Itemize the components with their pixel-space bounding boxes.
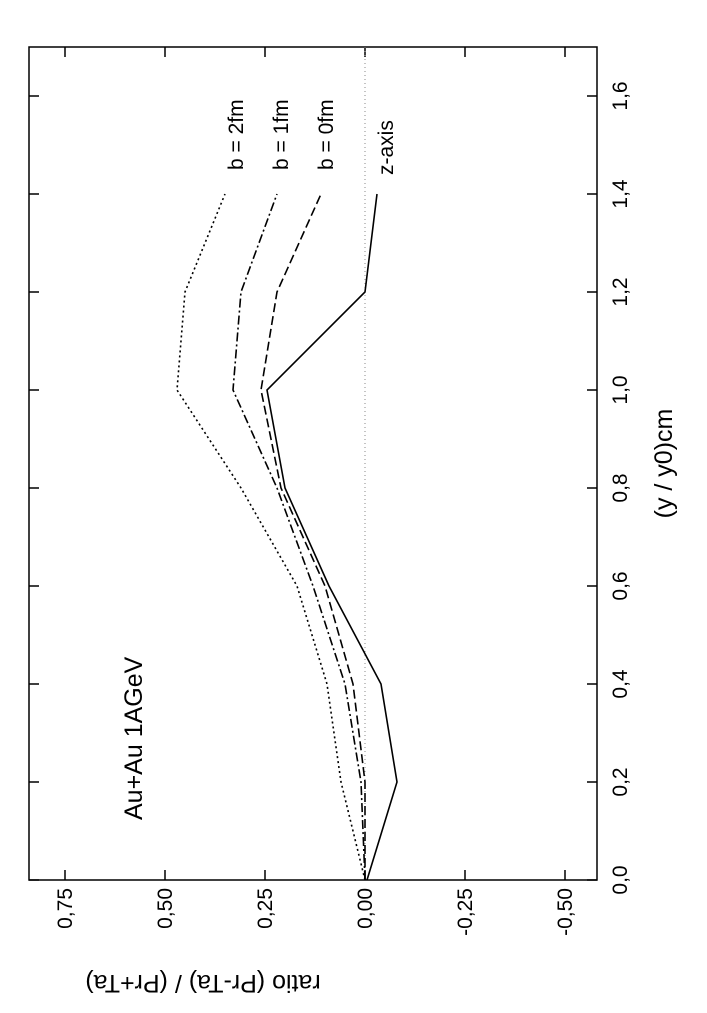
x-tick-label: 0,0 bbox=[609, 865, 632, 894]
y-tick-label: -0,50 bbox=[554, 888, 577, 936]
x-tick-label: 0,6 bbox=[609, 571, 632, 600]
series-label: b = 2fm bbox=[225, 99, 248, 170]
series-line bbox=[260, 193, 366, 880]
series-label: b = 0fm bbox=[315, 99, 338, 170]
x-tick-label: 0,4 bbox=[609, 669, 632, 699]
y-tick-label: 0,25 bbox=[254, 888, 277, 929]
x-tick-label: 1,6 bbox=[609, 81, 632, 110]
rotated-plot: 0,0 0,2 0,4 0,6 0,8 1,0 1,2 1,4 1,6 -0,50 -0,25 0,0… bbox=[28, 46, 678, 997]
x-axis-title: (y / y0)cm bbox=[650, 409, 678, 519]
x-tick-label: 1,4 bbox=[609, 179, 632, 209]
series-line bbox=[232, 193, 366, 881]
series-label: b = 1fm bbox=[270, 99, 293, 170]
series-label: z-axis bbox=[375, 120, 398, 175]
plot-frame bbox=[28, 46, 598, 881]
x-tick-label: 0,2 bbox=[609, 767, 632, 796]
y-tick-label: -0,25 bbox=[454, 888, 477, 936]
y-tick-label: 0,75 bbox=[54, 888, 77, 929]
annotation: Au+Au 1AGeV bbox=[120, 656, 148, 820]
series-line bbox=[266, 193, 398, 881]
y-tick-label: 0,50 bbox=[154, 888, 177, 929]
x-tick-label: 1,2 bbox=[609, 277, 632, 306]
series-line bbox=[176, 193, 366, 881]
x-tick-label: 1,0 bbox=[609, 375, 632, 404]
y-tick-label: 0,00 bbox=[354, 888, 377, 929]
y-axis-title: ratio (Pr-Ta) / (Pr+Ta) bbox=[85, 969, 320, 997]
x-tick-label: 0,8 bbox=[609, 473, 632, 502]
